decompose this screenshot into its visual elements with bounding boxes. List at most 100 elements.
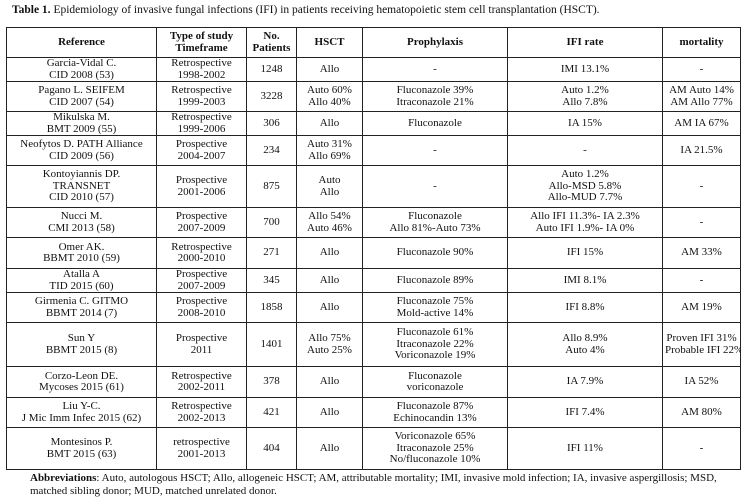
header-study-type: Type of study Timeframe xyxy=(156,27,247,58)
cell-line: Auto 1.2% xyxy=(561,168,609,181)
cell-prophylaxis: - xyxy=(362,135,508,166)
cell-ifi-rate: Allo IFI 11.3%- IA 2.3% Auto IFI 1.9%- IA… xyxy=(507,207,663,238)
header-line: IFI rate xyxy=(566,35,604,48)
caption-label: Table 1. xyxy=(12,4,51,16)
cell-hsct: Allo xyxy=(296,366,363,398)
cell-line: Allo 54% xyxy=(308,210,351,222)
cell-line: 2007-2009 xyxy=(177,279,226,292)
cell-line: 875 xyxy=(263,179,280,192)
header-line: No. xyxy=(263,30,280,42)
cell-patients: 378 xyxy=(246,366,297,398)
cell-line: 421 xyxy=(263,405,280,418)
cell-line: Auto IFI 1.9%- IA 0% xyxy=(535,221,635,234)
cell-line: Liu Y-C. xyxy=(62,400,101,412)
cell-line: Prospective xyxy=(175,210,228,222)
cell-line: 345 xyxy=(263,273,280,286)
cell-prophylaxis: Voriconazole 65% Itraconazole 25% No/fluco… xyxy=(362,427,508,470)
table-row: Liu Y-C. J Mic Imm Infec 2015 (62) Retrosp… xyxy=(6,397,741,428)
cell-line: Itraconazole 22% xyxy=(396,337,474,350)
cell-ifi-rate: Auto 1.2% Allo 7.8% xyxy=(507,81,663,112)
cell-ifi-rate: IMI 8.1% xyxy=(507,268,663,293)
cell-line: TRANSNET xyxy=(52,179,111,192)
cell-line: Pagano L. SEIFEM xyxy=(38,84,125,96)
cell-line: 2002-2013 xyxy=(177,411,226,424)
cell-study-type: Retrospective 1998-2002 xyxy=(156,57,247,82)
cell-mortality: - xyxy=(662,57,741,82)
cell-line: Allo xyxy=(319,441,340,454)
cell-line: Allo IFI 11.3%- IA 2.3% xyxy=(530,210,640,222)
cell-hsct: Auto Allo xyxy=(296,165,363,208)
cell-line: Mikulska M. xyxy=(53,111,110,123)
cell-mortality: Proven IFI 31% Probable IFI 22% xyxy=(662,322,741,367)
table-row: Corzo-Leon DE. Mycoses 2015 (61) Retrospec… xyxy=(6,366,741,398)
cell-line: CID 2009 (56) xyxy=(49,149,114,162)
cell-line: Allo 8.9% xyxy=(562,332,608,344)
cell-study-type: Prospective 2008-2010 xyxy=(156,292,247,323)
cell-line: Itraconazole 21% xyxy=(396,95,474,108)
cell-line: Fluconazole 61% xyxy=(396,326,474,339)
cell-reference: Omer AK. BBMT 2010 (59) xyxy=(6,237,157,269)
cell-prophylaxis: Fluconazole xyxy=(362,111,508,136)
cell-prophylaxis: Fluconazole Allo 81%-Auto 73% xyxy=(362,207,508,238)
cell-line: Fluconazole xyxy=(408,369,462,382)
cell-line: IA 7.9% xyxy=(566,375,604,388)
header-patients: No. Patients xyxy=(246,27,297,58)
cell-line: - xyxy=(699,62,704,75)
cell-line: IFI 15% xyxy=(566,246,604,259)
header-line: Reference xyxy=(58,35,105,48)
table-row: Omer AK. BBMT 2010 (59) Retrospective 2000-… xyxy=(6,237,741,269)
cell-mortality: - xyxy=(662,165,741,208)
header-line: Prophylaxis xyxy=(406,35,464,48)
cell-line: Kontoyiannis DP. xyxy=(42,168,121,181)
cell-line: Garcia-Vidal C. xyxy=(46,57,117,69)
cell-hsct: Auto 60% Allo 40% xyxy=(296,81,363,112)
cell-line: BMT 2015 (63) xyxy=(46,447,117,460)
cell-ifi-rate: Allo 8.9% Auto 4% xyxy=(507,322,663,367)
cell-prophylaxis: Fluconazole 89% xyxy=(362,268,508,293)
cell-line: Allo 40% xyxy=(308,95,351,108)
cell-line: Neofytos D. PATH Alliance xyxy=(20,138,143,150)
cell-hsct: Allo xyxy=(296,268,363,293)
cell-patients: 1858 xyxy=(246,292,297,323)
cell-line: Allo xyxy=(319,116,340,129)
cell-hsct: Allo xyxy=(296,427,363,470)
cell-line: Fluconazole xyxy=(408,210,462,222)
cell-line: CMI 2013 (58) xyxy=(48,221,115,234)
cell-hsct: Allo xyxy=(296,57,363,82)
cell-patients: 1248 xyxy=(246,57,297,82)
table-row: Pagano L. SEIFEM CID 2007 (54) Retrospecti… xyxy=(6,81,741,112)
cell-line: Allo 7.8% xyxy=(562,95,608,108)
cell-line: Auto 31% xyxy=(307,138,352,150)
cell-prophylaxis: - xyxy=(362,57,508,82)
cell-prophylaxis: Fluconazole 87% Echinocandin 13% xyxy=(362,397,508,428)
header-reference: Reference xyxy=(6,27,157,58)
header-line: Patients xyxy=(252,41,291,54)
cell-line: Prospective xyxy=(175,174,228,186)
cell-study-type: Retrospective 2002-2013 xyxy=(156,397,247,428)
table-row: Neofytos D. PATH Alliance CID 2009 (56) Pr… xyxy=(6,135,741,166)
cell-patients: 345 xyxy=(246,268,297,293)
cell-prophylaxis: Fluconazole 90% xyxy=(362,237,508,269)
cell-reference: Montesinos P. BMT 2015 (63) xyxy=(6,427,157,470)
cell-line: Allo 69% xyxy=(308,149,351,162)
cell-line: - xyxy=(433,62,437,75)
cell-mortality: IA 21.5% xyxy=(662,135,741,166)
cell-reference: Kontoyiannis DP. TRANSNET CID 2010 (57) xyxy=(6,165,157,208)
cell-patients: 271 xyxy=(246,237,297,269)
cell-line: Auto 4% xyxy=(565,343,605,356)
cell-line: Fluconazole 89% xyxy=(396,273,474,286)
cell-prophylaxis: Fluconazole 39% Itraconazole 21% xyxy=(362,81,508,112)
table-row: Garcia-Vidal C. CID 2008 (53) Retrospectiv… xyxy=(6,57,741,82)
cell-line: 1999-2003 xyxy=(177,95,226,108)
cell-line: Corzo-Leon DE. xyxy=(44,369,119,382)
header-prophylaxis: Prophylaxis xyxy=(362,27,508,58)
cell-line: Fluconazole 90% xyxy=(396,246,474,259)
cell-line: Echinocandin 13% xyxy=(393,411,477,424)
cell-line: - xyxy=(699,441,704,454)
cell-hsct: Allo 54% Auto 46% xyxy=(296,207,363,238)
cell-line: Retrospective xyxy=(171,369,232,382)
cell-study-type: Prospective 2004-2007 xyxy=(156,135,247,166)
cell-line: No/fluconazole 10% xyxy=(389,453,481,466)
cell-study-type: Retrospective 2002-2011 xyxy=(156,366,247,398)
cell-line: Auto 46% xyxy=(307,221,352,234)
